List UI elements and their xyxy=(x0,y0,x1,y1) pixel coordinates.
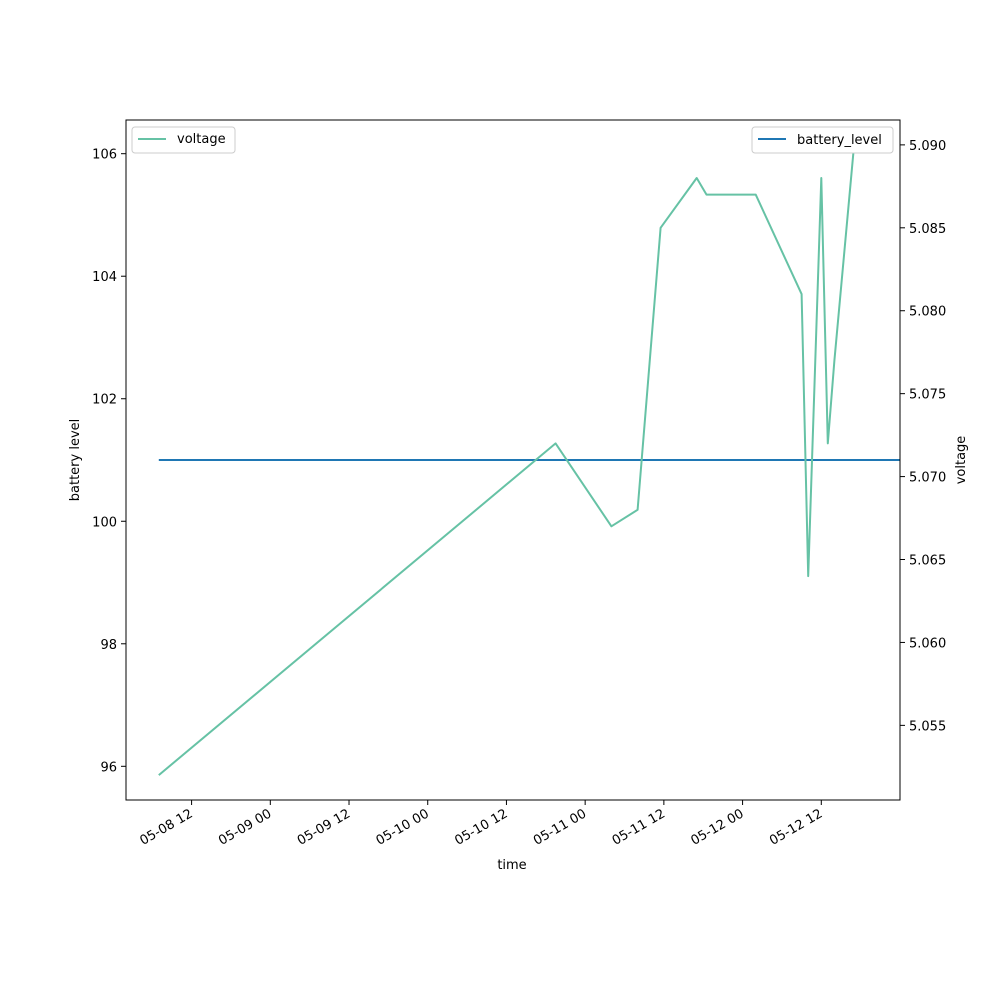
y-axis-left: 96 98 100 102 104 106 xyxy=(92,148,126,775)
x-tick-label: 05-09 00 xyxy=(216,806,274,848)
plot-frame xyxy=(125,119,901,801)
legend-voltage: voltage xyxy=(131,126,236,154)
y-left-tick-label: 100 xyxy=(92,515,117,530)
x-axis: 05-08 12 05-09 00 05-09 12 05-10 00 05-10 12… xyxy=(137,800,825,849)
x-tick-label: 05-12 12 xyxy=(767,806,825,848)
y-right-tick-label: 5.060 xyxy=(909,636,946,651)
x-tick-label: 05-09 12 xyxy=(295,806,353,848)
y-right-tick-label: 5.075 xyxy=(909,388,946,403)
legend-battery-level-label: battery_level xyxy=(797,133,882,148)
y-left-tick-label: 104 xyxy=(92,270,117,285)
y-axis-left-label: battery level xyxy=(68,419,83,502)
series-line-voltage xyxy=(158,144,856,776)
x-tick-label: 05-12 00 xyxy=(688,806,746,848)
y-right-tick-label: 5.080 xyxy=(909,305,946,320)
x-tick-label: 05-11 12 xyxy=(610,806,668,848)
x-tick-label: 05-08 12 xyxy=(137,806,195,848)
y-left-tick-label: 106 xyxy=(92,148,117,163)
x-tick-label: 05-11 00 xyxy=(531,806,589,848)
y-left-tick-label: 98 xyxy=(100,638,117,653)
y-left-tick-label: 96 xyxy=(100,760,117,775)
y-axis-right: 5.055 5.060 5.065 5.070 5.075 5.080 5.085 5.090 xyxy=(900,139,946,734)
x-tick-label: 05-10 00 xyxy=(374,806,432,848)
y-right-tick-label: 5.090 xyxy=(909,139,946,154)
legend-battery-level: battery_level xyxy=(751,126,894,154)
legend-battery-level-box xyxy=(751,126,894,154)
plot-lines xyxy=(158,144,900,776)
legend-voltage-box xyxy=(131,126,236,154)
y-right-tick-label: 5.070 xyxy=(909,471,946,486)
x-axis-label: time xyxy=(497,858,526,873)
y-axis-right-label: voltage xyxy=(954,436,969,485)
y-right-tick-label: 5.065 xyxy=(909,554,946,569)
x-tick-label: 05-10 12 xyxy=(452,806,510,848)
y-right-tick-label: 5.055 xyxy=(909,719,946,734)
y-left-tick-label: 102 xyxy=(92,393,117,408)
legend-voltage-label: voltage xyxy=(177,132,226,147)
y-right-tick-label: 5.085 xyxy=(909,222,946,237)
